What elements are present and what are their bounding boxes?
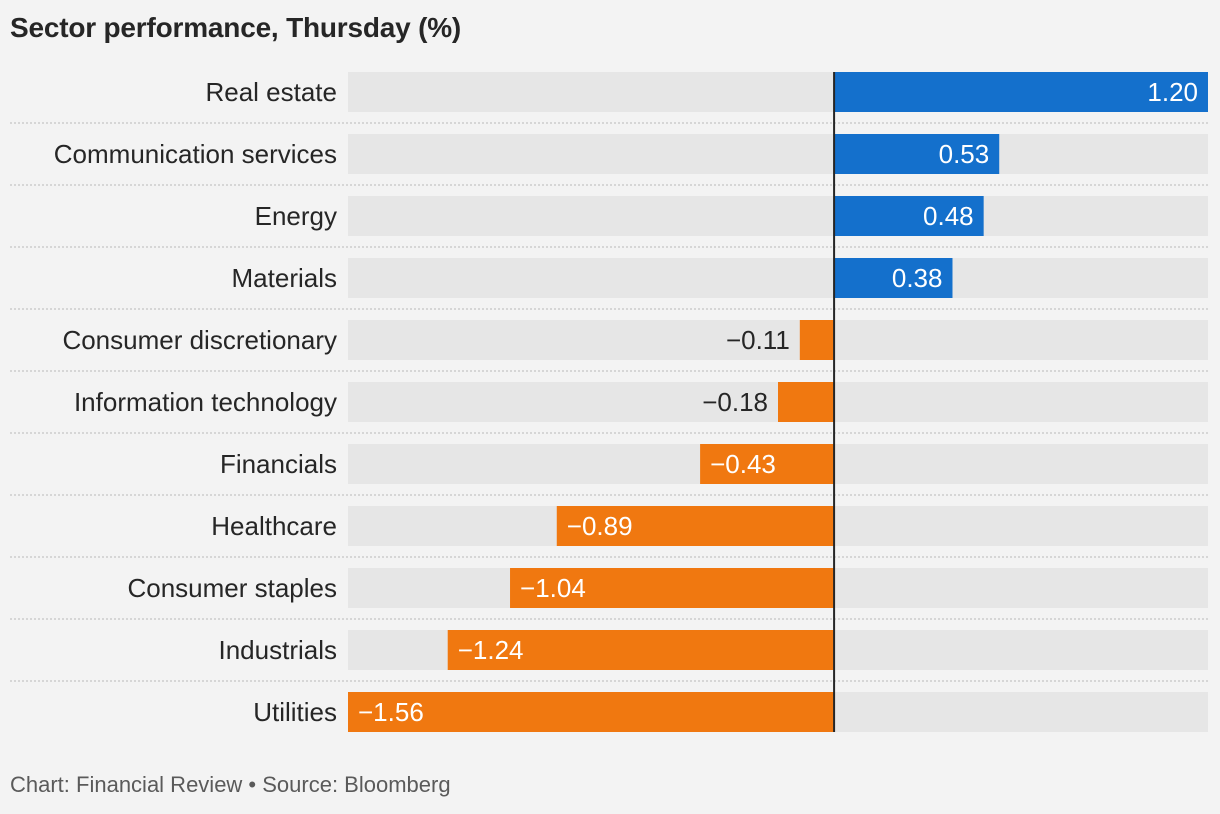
category-label: Energy <box>255 201 337 231</box>
bar <box>834 196 984 236</box>
bar <box>834 72 1208 112</box>
value-label: 0.53 <box>939 139 990 169</box>
bar-track <box>348 134 1208 174</box>
value-label: 1.20 <box>1147 77 1198 107</box>
bar <box>799 320 835 360</box>
value-label: 0.48 <box>923 201 974 231</box>
bar-track <box>348 320 1208 360</box>
value-label: −0.18 <box>702 387 768 417</box>
chart-title: Sector performance, Thursday (%) <box>10 12 462 43</box>
bar <box>447 630 835 670</box>
value-label: −1.04 <box>520 573 586 603</box>
bar <box>348 692 835 732</box>
category-label: Consumer discretionary <box>62 325 337 355</box>
value-label: −1.24 <box>458 635 524 665</box>
category-label: Materials <box>232 263 337 293</box>
category-label: Utilities <box>253 697 337 727</box>
category-label: Consumer staples <box>127 573 337 603</box>
value-label: −0.89 <box>567 511 633 541</box>
bar <box>834 258 953 298</box>
bar-track <box>348 258 1208 298</box>
bar <box>510 568 835 608</box>
category-label: Real estate <box>205 77 337 107</box>
category-label: Healthcare <box>211 511 337 541</box>
value-label: −0.11 <box>726 325 790 355</box>
category-label: Financials <box>220 449 337 479</box>
value-label: −1.56 <box>358 697 424 727</box>
category-label: Communication services <box>54 139 337 169</box>
bar-track <box>348 196 1208 236</box>
bar <box>556 506 835 546</box>
bar <box>778 382 835 422</box>
value-label: 0.38 <box>892 263 943 293</box>
chart-source-footer: Chart: Financial Review • Source: Bloomb… <box>10 772 451 797</box>
bar <box>834 134 1000 174</box>
value-label: −0.43 <box>710 449 776 479</box>
category-label: Information technology <box>74 387 337 417</box>
bar <box>700 444 835 484</box>
category-label: Industrials <box>219 635 338 665</box>
